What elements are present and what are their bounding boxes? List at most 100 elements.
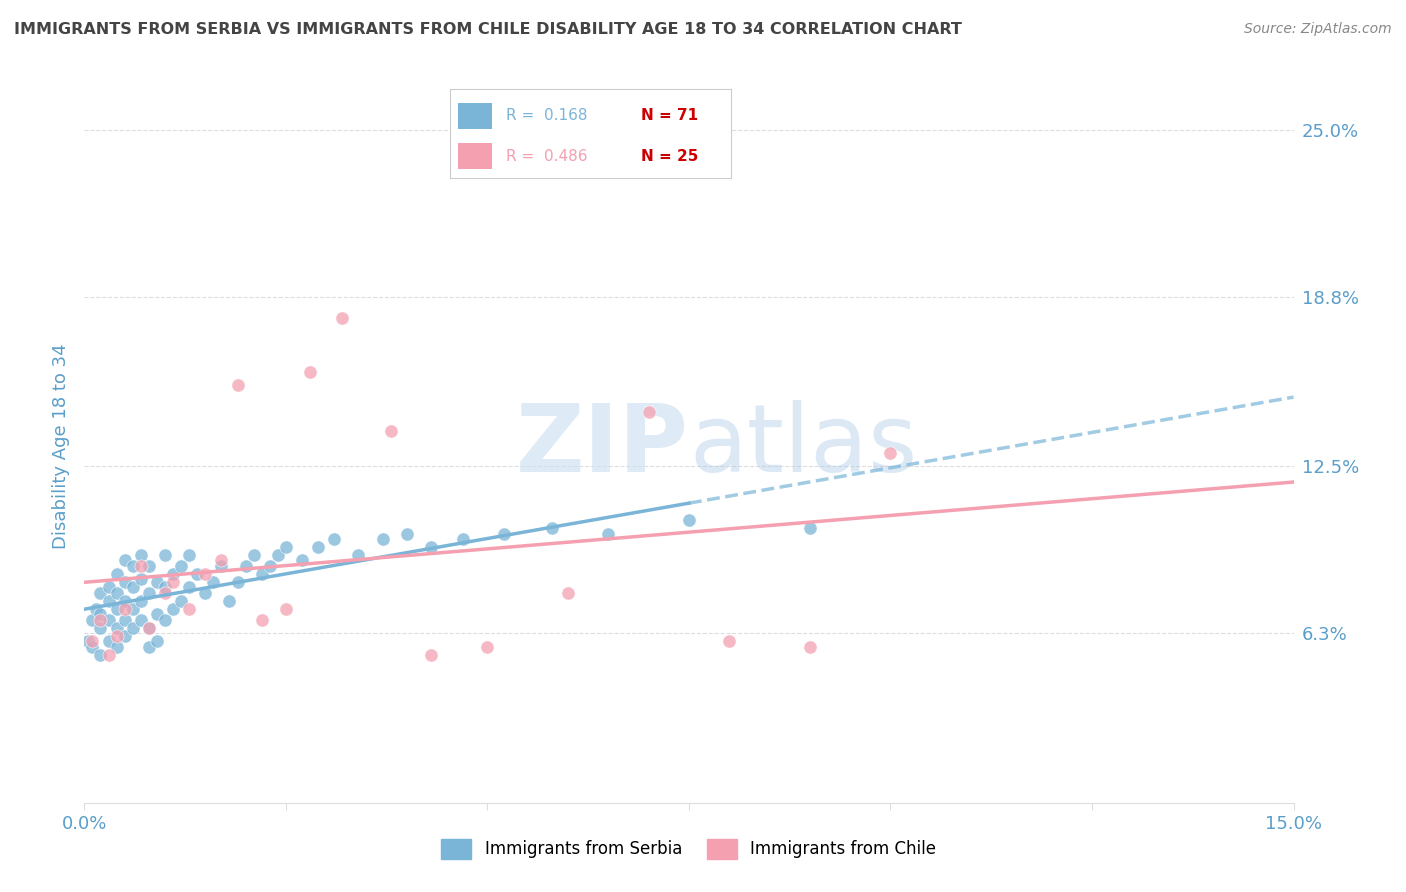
Point: [179, 602, 201, 616]
Point: [121, 602, 143, 616]
Point: [89, 648, 111, 662]
FancyBboxPatch shape: [458, 143, 492, 169]
Point: [97, 634, 120, 648]
Point: [97, 594, 120, 608]
Point: [420, 540, 443, 554]
Point: [97, 580, 120, 594]
Point: [129, 594, 152, 608]
Point: [105, 602, 128, 616]
Point: [323, 532, 346, 546]
Point: [162, 574, 184, 589]
Point: [162, 602, 184, 616]
Point: [194, 586, 217, 600]
Text: atlas: atlas: [689, 400, 917, 492]
Point: [138, 621, 160, 635]
Point: [226, 378, 249, 392]
Point: [77, 634, 100, 648]
Point: [226, 574, 249, 589]
Text: Source: ZipAtlas.com: Source: ZipAtlas.com: [1244, 22, 1392, 37]
Point: [153, 548, 176, 562]
Point: [718, 634, 741, 648]
Point: [153, 586, 176, 600]
Point: [114, 574, 136, 589]
Point: [138, 558, 160, 573]
Point: [598, 526, 620, 541]
Point: [291, 553, 314, 567]
Text: N = 71: N = 71: [641, 109, 699, 123]
Point: [114, 602, 136, 616]
Point: [89, 607, 111, 622]
Point: [89, 586, 111, 600]
Point: [242, 548, 264, 562]
Point: [637, 405, 659, 419]
Point: [105, 586, 128, 600]
Point: [879, 446, 901, 460]
Point: [146, 634, 169, 648]
Point: [97, 648, 120, 662]
Point: [395, 526, 418, 541]
Point: [129, 613, 152, 627]
Text: N = 25: N = 25: [641, 149, 699, 163]
Y-axis label: Disability Age 18 to 34: Disability Age 18 to 34: [52, 343, 70, 549]
Point: [250, 613, 273, 627]
Point: [209, 558, 232, 573]
Point: [114, 553, 136, 567]
Point: [82, 634, 104, 648]
Point: [799, 640, 821, 654]
Point: [179, 580, 201, 594]
Point: [82, 640, 104, 654]
Point: [299, 365, 322, 379]
Point: [129, 548, 152, 562]
Point: [121, 558, 143, 573]
Text: ZIP: ZIP: [516, 400, 689, 492]
Point: [89, 621, 111, 635]
Point: [86, 602, 108, 616]
Point: [492, 526, 515, 541]
Point: [451, 532, 474, 546]
Point: [153, 580, 176, 594]
Point: [477, 640, 499, 654]
Point: [153, 613, 176, 627]
Point: [114, 613, 136, 627]
Point: [330, 311, 353, 326]
Point: [235, 558, 257, 573]
Point: [162, 566, 184, 581]
Point: [105, 629, 128, 643]
Point: [121, 580, 143, 594]
Point: [186, 566, 208, 581]
Point: [274, 602, 297, 616]
Point: [202, 574, 225, 589]
Point: [89, 613, 111, 627]
Point: [541, 521, 564, 535]
Point: [209, 553, 232, 567]
Point: [146, 607, 169, 622]
Point: [274, 540, 297, 554]
Text: R =  0.486: R = 0.486: [506, 149, 588, 163]
Point: [194, 566, 217, 581]
Point: [82, 613, 104, 627]
Point: [146, 574, 169, 589]
Point: [170, 594, 193, 608]
Point: [179, 548, 201, 562]
Legend: Immigrants from Serbia, Immigrants from Chile: Immigrants from Serbia, Immigrants from …: [434, 832, 943, 866]
Point: [557, 586, 579, 600]
Point: [170, 558, 193, 573]
Point: [129, 572, 152, 586]
Point: [105, 621, 128, 635]
Point: [371, 532, 394, 546]
Point: [97, 613, 120, 627]
Point: [250, 566, 273, 581]
Text: IMMIGRANTS FROM SERBIA VS IMMIGRANTS FROM CHILE DISABILITY AGE 18 TO 34 CORRELAT: IMMIGRANTS FROM SERBIA VS IMMIGRANTS FRO…: [14, 22, 962, 37]
Point: [105, 566, 128, 581]
Text: R =  0.168: R = 0.168: [506, 109, 588, 123]
Point: [259, 558, 281, 573]
Point: [114, 629, 136, 643]
Point: [138, 640, 160, 654]
Point: [420, 648, 443, 662]
Point: [347, 548, 370, 562]
Point: [218, 594, 240, 608]
Point: [105, 640, 128, 654]
Point: [799, 521, 821, 535]
Point: [138, 621, 160, 635]
Point: [380, 424, 402, 438]
